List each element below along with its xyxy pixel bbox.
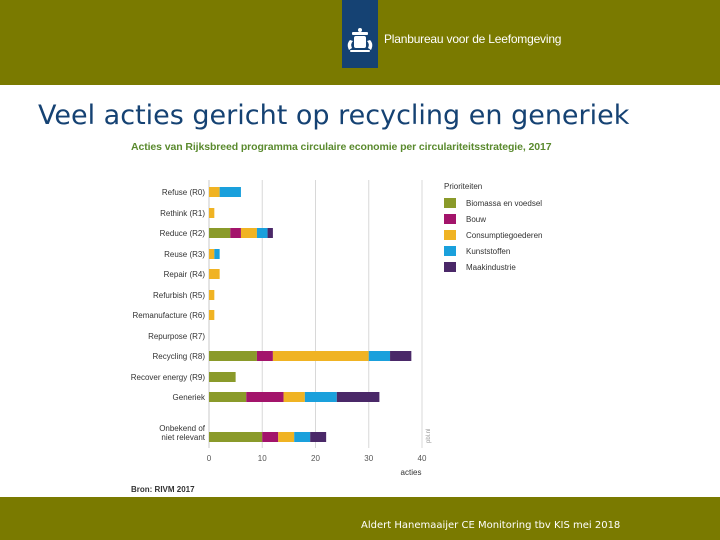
category-label: Repurpose (R7) (148, 332, 205, 341)
bar-segment (256, 351, 273, 361)
org-name: Planbureau voor de Leefomgeving (384, 32, 562, 46)
category-label: Reduce (R2) (160, 229, 206, 238)
legend-title: Prioriteiten (444, 182, 482, 191)
x-tick-label: 30 (364, 454, 373, 463)
legend-swatch (444, 246, 456, 256)
footer-text: Aldert Hanemaaijer CE Monitoring tbv KIS… (361, 520, 621, 531)
bar-segment (272, 351, 369, 361)
legend-label: Bouw (466, 215, 486, 224)
footer-bar (0, 497, 720, 540)
bar-segment (209, 432, 263, 442)
bar-segment (294, 432, 311, 442)
legend-swatch (444, 262, 456, 272)
bar-segment (209, 290, 215, 300)
bar-segment (256, 228, 268, 238)
bar-segment (336, 392, 380, 402)
stacked-bar-chart: 0 10 20 30 40 acties pbl.nl Refuse (R0) Rethink … (131, 180, 543, 477)
header-bar: Planbureau voor de Leefomgeving (0, 0, 720, 85)
category-label: Rethink (R1) (160, 209, 205, 218)
category-label: Refuse (R0) (162, 188, 205, 197)
category-label: Onbekend of niet relevant (159, 424, 206, 442)
category-label: Reuse (R3) (164, 250, 205, 259)
bar-segment (246, 392, 284, 402)
legend-swatch (444, 198, 456, 208)
bar-segment (240, 228, 257, 238)
x-tick-label: 0 (207, 454, 212, 463)
chart-title: Acties van Rijksbreed programma circulai… (131, 141, 552, 153)
bar-segment (214, 249, 220, 259)
bar-segment (209, 249, 215, 259)
x-tick-label: 40 (418, 454, 427, 463)
bar-segment (230, 228, 241, 238)
bar-segment (283, 392, 305, 402)
bar-segment (209, 351, 257, 361)
dutch-coat-of-arms-icon (347, 28, 373, 52)
bar-segment (304, 392, 337, 402)
legend-swatch (444, 230, 456, 240)
category-label: Generiek (173, 393, 206, 402)
bar-segment (209, 269, 220, 279)
x-tick-label: 20 (311, 454, 320, 463)
bar-segment (209, 187, 220, 197)
bar-segment (209, 228, 231, 238)
bar-segment (267, 228, 273, 238)
legend-label: Kunststoffen (466, 247, 510, 256)
bar-segment (209, 392, 247, 402)
bar-segment (209, 208, 215, 218)
category-label: Repair (R4) (164, 270, 206, 279)
bar-segment (278, 432, 295, 442)
bar-segment (209, 372, 236, 382)
bar-segment (390, 351, 412, 361)
bar-segment (368, 351, 391, 361)
legend-label: Consumptiegoederen (466, 231, 543, 240)
bar-segment (262, 432, 279, 442)
x-axis-label: acties (401, 468, 422, 477)
legend-label: Maakindustrie (466, 263, 516, 272)
category-label: Remanufacture (R6) (133, 311, 206, 320)
category-label: Refurbish (R5) (153, 291, 205, 300)
category-label: Recycling (R8) (153, 352, 206, 361)
bar-segment (219, 187, 241, 197)
logo-ribbon (342, 0, 378, 68)
bar-segment (209, 310, 215, 320)
category-label: Recover energy (R9) (131, 373, 206, 382)
slide-title: Veel acties gericht op recycling en gene… (38, 100, 630, 131)
legend-swatch (444, 214, 456, 224)
watermark-label: pbl.nl (426, 429, 432, 443)
x-tick-label: 10 (258, 454, 267, 463)
legend-label: Biomassa en voedsel (466, 199, 542, 208)
bar-segment (310, 432, 327, 442)
chart-source: Bron: RIVM 2017 (131, 485, 195, 494)
